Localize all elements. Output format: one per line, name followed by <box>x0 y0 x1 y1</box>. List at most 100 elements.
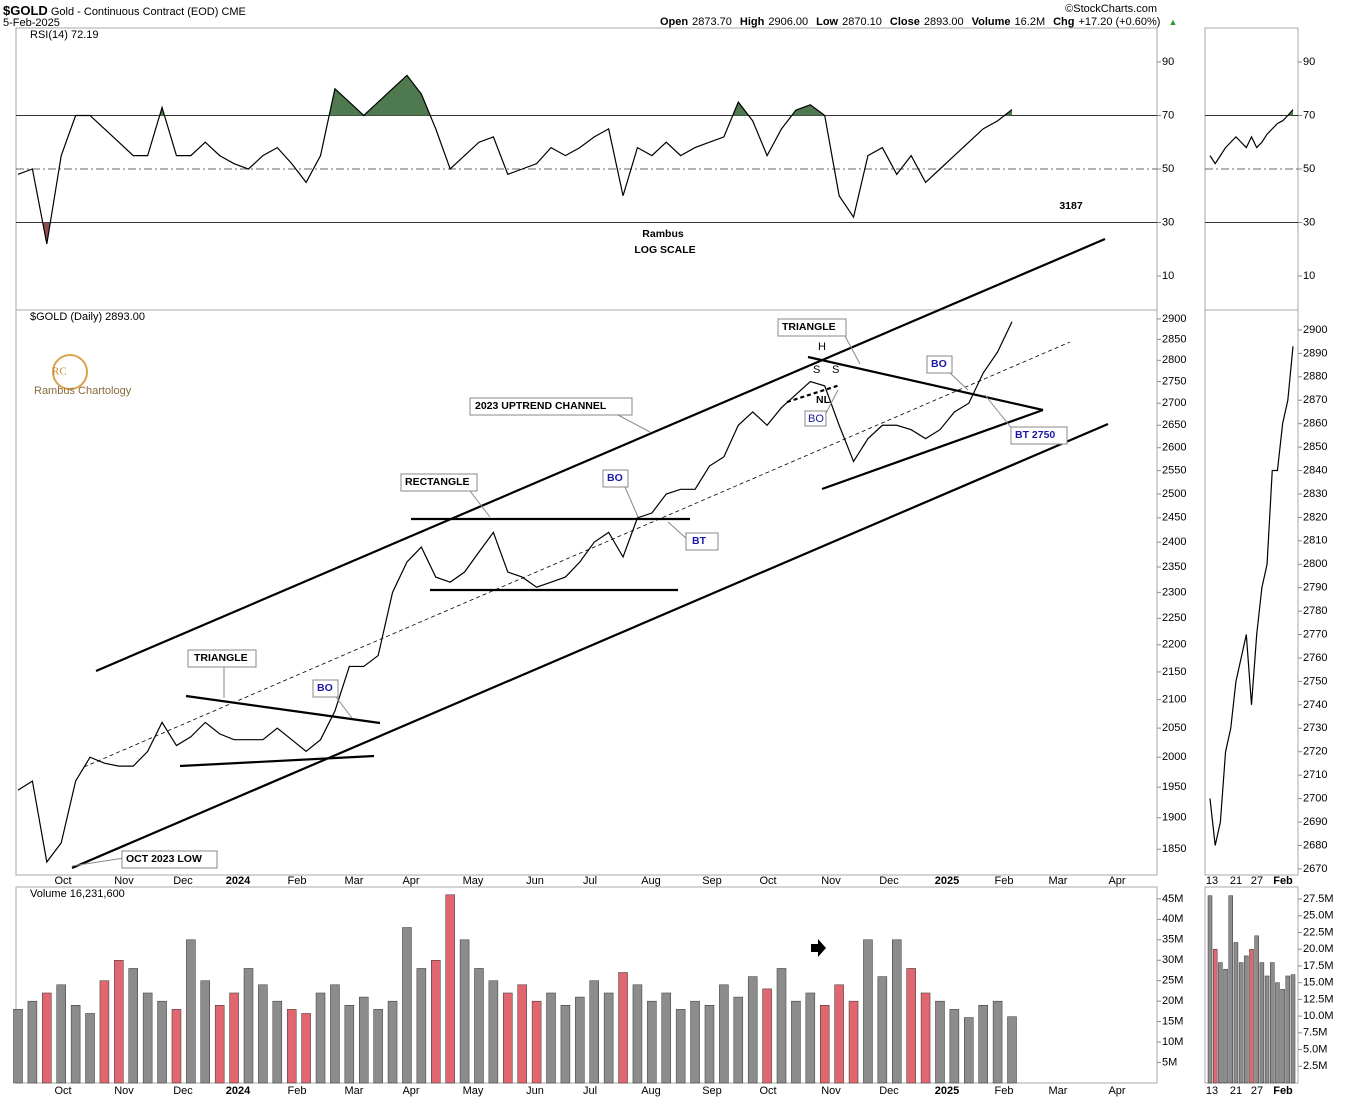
volume-bar <box>286 1009 297 1084</box>
y-tick-label: 2750 <box>1303 675 1327 687</box>
volume-bar <box>85 1013 95 1084</box>
volume-bar <box>992 1000 1003 1084</box>
x-tick-label: Dec <box>173 875 193 887</box>
stats: Open 2873.70 High 2906.00 Low 2870.10 Close 289… <box>660 16 1177 28</box>
volume-bar <box>128 968 138 1084</box>
volume-bar <box>301 1013 311 1084</box>
volume-bar <box>1207 895 1213 1084</box>
x-tick-label: 13 <box>1206 1085 1218 1097</box>
x-tick-label: Apr <box>402 1085 419 1097</box>
callout <box>685 532 719 551</box>
volume-bar <box>1264 975 1270 1084</box>
x-tick-label: Apr <box>1108 875 1125 887</box>
stat-value: +17.20 (+0.60%) <box>1078 16 1161 28</box>
logo-ring <box>52 354 88 390</box>
overbought-fill <box>18 75 1012 116</box>
stat-value: 2870.10 <box>842 16 882 28</box>
volume-bar <box>920 992 931 1084</box>
copyright: ©StockCharts.com <box>1065 3 1157 15</box>
volume-bar <box>70 1005 81 1084</box>
volume-bar <box>1244 955 1249 1084</box>
volume-bar <box>603 992 614 1084</box>
y-tick-label: 20.0M <box>1303 943 1334 955</box>
line <box>1209 109 1294 165</box>
y-tick-label: 2250 <box>1162 612 1186 624</box>
volume-bar <box>560 1005 571 1084</box>
volume-bar <box>315 992 326 1084</box>
x-tick-label: 2024 <box>226 875 251 887</box>
y-tick-label: 90 <box>1303 56 1315 68</box>
callout <box>804 410 827 427</box>
volume-bar <box>805 992 816 1084</box>
y-tick-label: 10 <box>1303 270 1315 282</box>
pointer <box>824 389 839 416</box>
x-tick-label: 27 <box>1251 1085 1263 1097</box>
volume-bar <box>488 980 499 1084</box>
exchange: CME <box>221 6 246 18</box>
volume-bar <box>704 1005 715 1084</box>
x-tick-label: Oct <box>54 875 71 887</box>
y-tick-label: 2840 <box>1303 464 1327 476</box>
x-tick-label: 2025 <box>935 875 959 887</box>
pointer <box>71 857 125 867</box>
date: 5-Feb-2025 <box>3 17 60 29</box>
y-tick-label: 2760 <box>1303 652 1327 664</box>
y-tick-label: 2730 <box>1303 722 1327 734</box>
annotation: S <box>832 364 839 376</box>
y-tick-label: 2800 <box>1303 558 1327 570</box>
y-tick-label: 2850 <box>1162 333 1186 345</box>
volume-bar <box>387 1000 398 1084</box>
volume-bar <box>575 996 585 1084</box>
annotation: LOG SCALE <box>634 244 695 256</box>
logo-name: Rambus Chartology <box>34 385 132 397</box>
y-tick-label: 30M <box>1162 954 1183 966</box>
triangle-line <box>807 355 1044 412</box>
annotation: BO <box>931 358 947 370</box>
callout <box>121 850 218 869</box>
y-tick-label: 2850 <box>1303 441 1327 453</box>
rsi-title: RSI(14) 72.19 <box>30 29 98 41</box>
y-tick-label: 2870 <box>1303 394 1327 406</box>
volume-bar <box>459 939 470 1084</box>
y-tick-label: 35M <box>1162 934 1183 946</box>
y-tick-label: 10 <box>1162 270 1174 282</box>
volume-bar <box>99 980 110 1084</box>
y-tick-label: 50 <box>1162 163 1174 175</box>
annotation: BO <box>317 682 333 694</box>
y-tick-label: 20M <box>1162 995 1183 1007</box>
y-tick-label: 2600 <box>1162 442 1186 454</box>
y-tick-label: 5M <box>1162 1056 1177 1068</box>
y-tick-label: 2710 <box>1303 769 1327 781</box>
volume-bar <box>229 992 239 1084</box>
volume-bar <box>330 984 340 1084</box>
y-tick-label: 2700 <box>1303 793 1327 805</box>
x-tick-label: Feb <box>288 875 307 887</box>
annotation: 2023 UPTREND CHANNEL <box>475 400 607 412</box>
annotation: OCT 2023 LOW <box>126 853 202 865</box>
y-tick-label: 2740 <box>1303 699 1327 711</box>
volume-bar <box>142 992 153 1084</box>
x-tick-label: Feb <box>288 1085 307 1097</box>
pointer <box>469 490 491 518</box>
neckline <box>786 383 841 404</box>
y-tick-label: 2790 <box>1303 582 1327 594</box>
y-tick-label: 40M <box>1162 913 1183 925</box>
volume-bar <box>978 1005 988 1084</box>
stat-label: Chg <box>1053 16 1075 28</box>
volume-bar <box>27 1000 38 1084</box>
y-tick-label: 2800 <box>1162 354 1186 366</box>
y-tick-label: 2500 <box>1162 488 1186 500</box>
volume-bar <box>632 984 643 1084</box>
channel-upper <box>95 237 1106 673</box>
x-tick-label: Oct <box>759 875 776 887</box>
callout <box>187 649 257 668</box>
volume-bar <box>733 996 744 1084</box>
x-tick-label: 2024 <box>226 1085 251 1097</box>
y-tick-label: 30 <box>1303 216 1315 228</box>
volume-bar <box>747 976 758 1084</box>
volume-bar <box>503 992 513 1084</box>
stat-label: Close <box>889 16 920 28</box>
y-tick-label: 2750 <box>1162 375 1186 387</box>
y-tick-label: 2820 <box>1303 511 1327 523</box>
arrow-icon <box>811 939 826 957</box>
